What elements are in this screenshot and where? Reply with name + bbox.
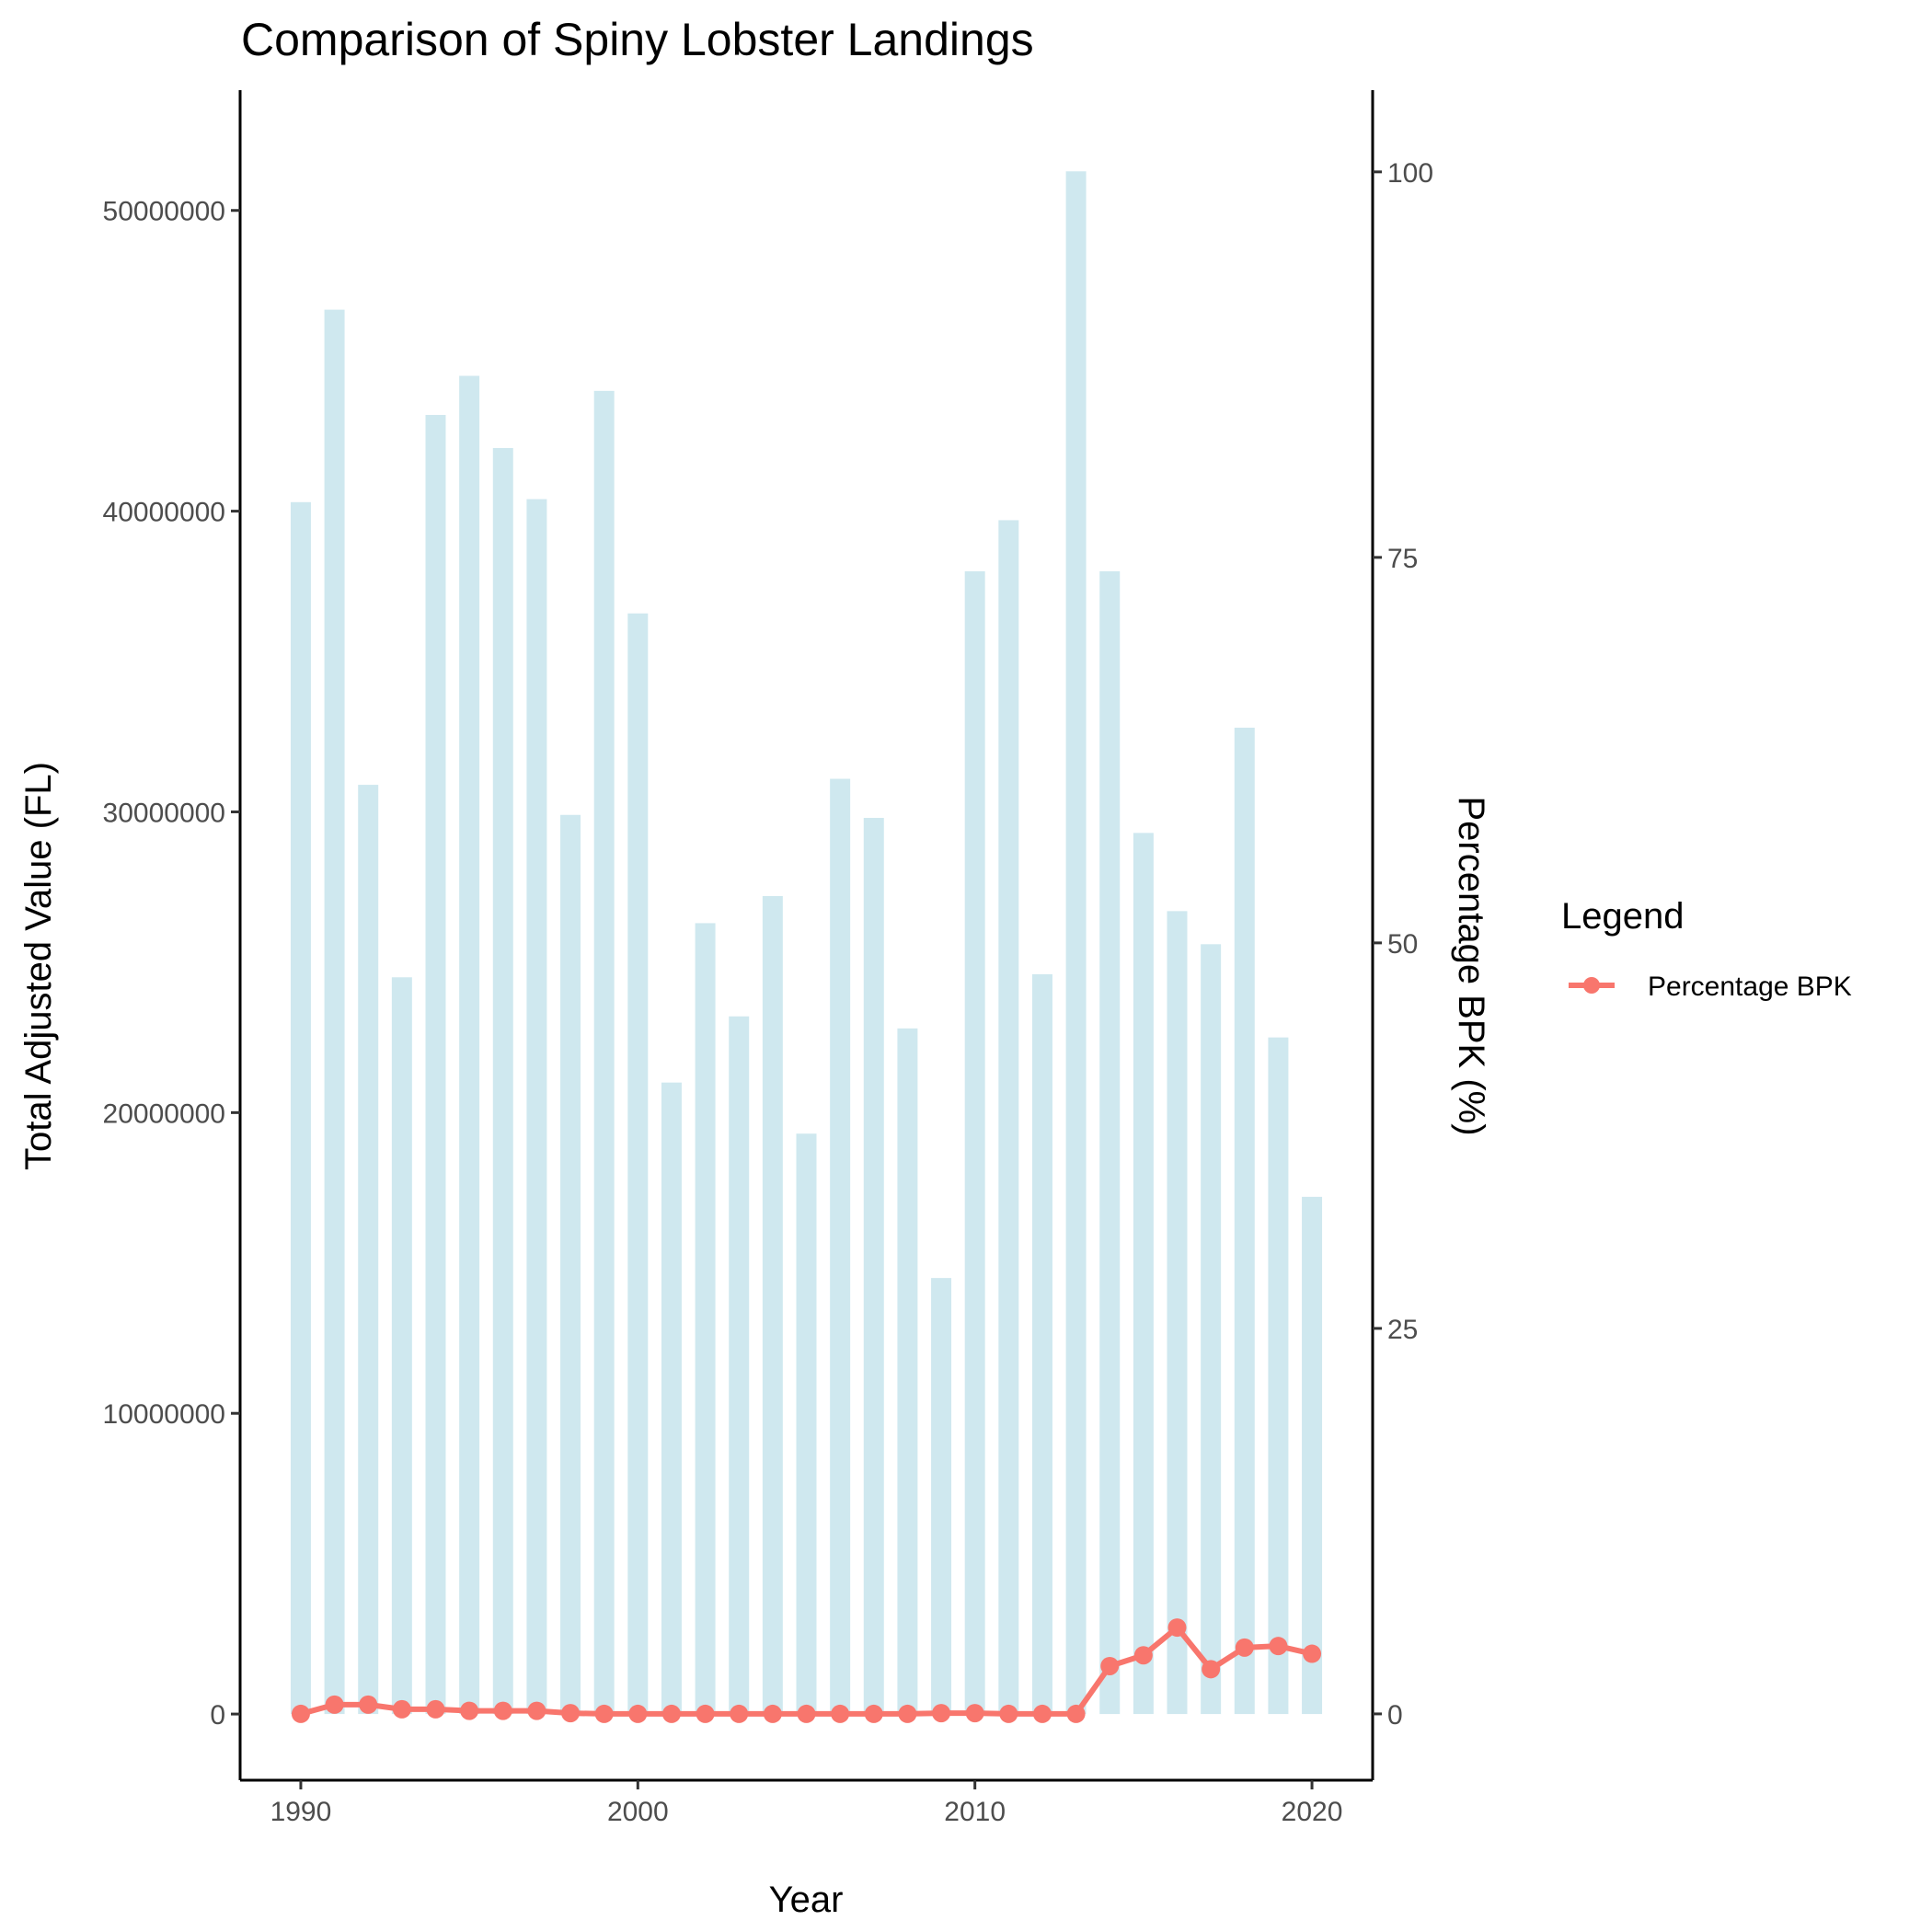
bar-2013 xyxy=(1065,171,1087,1715)
y-tick-label-10000000: 10000000 xyxy=(103,1399,225,1430)
bar-2014 xyxy=(1099,570,1121,1715)
chart-title: Comparison of Spiny Lobster Landings xyxy=(241,14,1034,65)
bar-2007 xyxy=(863,818,884,1715)
y2-axis-title: Percentage BPK (%) xyxy=(1451,796,1491,1135)
point-2009 xyxy=(932,1704,951,1723)
bar-1995 xyxy=(459,375,480,1715)
bar-2008 xyxy=(897,1028,918,1715)
bar-2015 xyxy=(1133,833,1154,1715)
point-1998 xyxy=(561,1704,581,1723)
point-1993 xyxy=(392,1699,411,1719)
point-2002 xyxy=(696,1704,715,1723)
point-2017 xyxy=(1202,1660,1221,1679)
point-2010 xyxy=(965,1704,984,1723)
x-tick-label-2020: 2020 xyxy=(1282,1797,1343,1827)
y2-tick-label-50: 50 xyxy=(1387,929,1418,960)
point-1994 xyxy=(426,1699,445,1719)
point-2003 xyxy=(730,1704,749,1723)
point-1997 xyxy=(527,1701,546,1720)
y-tick-label-30000000: 30000000 xyxy=(103,798,225,828)
bar-1991 xyxy=(324,309,345,1715)
bar-1998 xyxy=(560,814,581,1715)
axes xyxy=(238,90,1374,1782)
bar-1994 xyxy=(425,415,446,1715)
legend-label-percentage-bpk: Percentage BPK xyxy=(1648,972,1852,1002)
bar-2006 xyxy=(830,778,851,1715)
point-2020 xyxy=(1303,1644,1322,1663)
bar-2016 xyxy=(1167,911,1188,1715)
bar-2020 xyxy=(1302,1196,1323,1715)
point-2004 xyxy=(763,1704,782,1723)
bar-2004 xyxy=(762,896,783,1715)
point-2015 xyxy=(1133,1646,1153,1665)
x-axis-title: Year xyxy=(769,1880,844,1920)
point-2011 xyxy=(999,1704,1018,1723)
legend-key-point xyxy=(1583,977,1600,994)
bar-2017 xyxy=(1201,944,1222,1715)
point-2012 xyxy=(1032,1704,1052,1723)
legend-title: Legend xyxy=(1561,896,1684,937)
point-2008 xyxy=(898,1704,917,1723)
x-tick-label-2000: 2000 xyxy=(607,1797,669,1827)
point-2013 xyxy=(1066,1704,1086,1723)
x-tick-label-1990: 1990 xyxy=(270,1797,332,1827)
line-series-percentage-bpk xyxy=(291,1618,1322,1723)
bar-2001 xyxy=(661,1082,682,1715)
point-2006 xyxy=(831,1704,850,1723)
bar-2009 xyxy=(931,1278,952,1715)
point-2007 xyxy=(864,1704,883,1723)
bar-2000 xyxy=(627,613,649,1715)
bar-2002 xyxy=(695,923,716,1715)
bar-2012 xyxy=(1031,973,1052,1715)
point-1999 xyxy=(594,1704,614,1723)
point-2018 xyxy=(1235,1638,1254,1657)
bar-2010 xyxy=(964,570,985,1715)
point-1992 xyxy=(359,1695,378,1714)
bar-1992 xyxy=(358,785,379,1715)
bar-1993 xyxy=(391,977,412,1715)
point-1996 xyxy=(493,1701,512,1720)
y2-tick-label-25: 25 xyxy=(1387,1315,1418,1345)
point-1995 xyxy=(460,1701,479,1720)
point-2005 xyxy=(797,1704,816,1723)
point-2016 xyxy=(1167,1618,1187,1638)
y-tick-label-0: 0 xyxy=(210,1700,225,1731)
bar-2018 xyxy=(1234,727,1255,1715)
bar-2003 xyxy=(729,1016,750,1715)
legend: Legend Percentage BPK xyxy=(1561,896,1852,1002)
point-1991 xyxy=(325,1695,344,1714)
bar-1997 xyxy=(526,499,547,1715)
bar-1996 xyxy=(492,447,513,1715)
bar-1999 xyxy=(593,390,615,1715)
y2-tick-label-0: 0 xyxy=(1387,1700,1403,1731)
y-tick-label-40000000: 40000000 xyxy=(103,498,225,528)
ticks: 0 10000000 20000000 30000000 40000000 5000000… xyxy=(103,158,1434,1827)
point-2001 xyxy=(661,1704,681,1723)
y-axis-title: Total Adjusted Value (FL) xyxy=(18,762,59,1170)
y2-tick-label-100: 100 xyxy=(1387,158,1433,189)
bar-series xyxy=(290,171,1323,1715)
point-2019 xyxy=(1269,1637,1288,1656)
bar-2005 xyxy=(796,1133,817,1715)
bar-1990 xyxy=(290,501,311,1715)
bar-2011 xyxy=(998,520,1019,1715)
point-2014 xyxy=(1100,1656,1120,1675)
point-2000 xyxy=(628,1704,648,1723)
point-1990 xyxy=(291,1704,310,1723)
x-tick-label-2010: 2010 xyxy=(944,1797,1006,1827)
y2-tick-label-75: 75 xyxy=(1387,544,1418,574)
bar-2019 xyxy=(1268,1037,1289,1715)
y-tick-label-20000000: 20000000 xyxy=(103,1098,225,1129)
y-tick-label-50000000: 50000000 xyxy=(103,197,225,227)
